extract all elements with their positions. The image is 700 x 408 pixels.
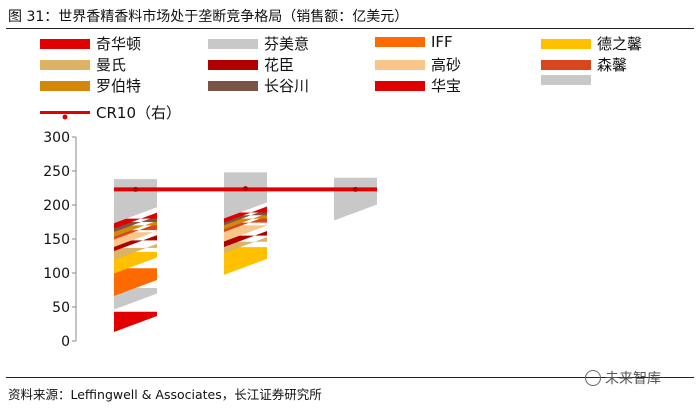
legend-item: 德之馨 <box>541 33 642 54</box>
legend-swatch <box>375 80 425 91</box>
legend-label: 高砂 <box>431 56 462 74</box>
bar-segment <box>114 268 157 296</box>
cr10-point <box>243 186 248 192</box>
bar-segment <box>224 206 267 223</box>
legend-swatch <box>541 38 591 49</box>
legend-swatch <box>208 80 258 91</box>
legend-swatch <box>40 59 90 70</box>
legend: 奇华顿 芬美意 IFF 德之馨曼氏 花臣 高砂 森馨罗伯特 长谷川 华宝 CR10（右） <box>0 0 700 130</box>
bar-segment <box>114 216 157 233</box>
bar-segment <box>224 225 267 242</box>
y-tick-label: 300 <box>43 130 70 146</box>
legend-label: CR10（右） <box>96 104 181 122</box>
y-tick-label: 0 <box>61 334 70 350</box>
bar-segment <box>114 212 157 229</box>
legend-swatch <box>541 75 591 85</box>
legend-label: 芬美意 <box>264 35 310 53</box>
bar-segment <box>114 235 157 252</box>
bar-segment <box>114 223 157 240</box>
bar-segment <box>224 209 267 226</box>
legend-label: 森馨 <box>597 56 628 74</box>
y-tick-label: 50 <box>52 300 70 316</box>
legend-item: 高砂 <box>375 54 461 75</box>
legend-item: 芬美意 <box>208 33 309 54</box>
legend-swatch <box>208 59 258 70</box>
legend-label: 长谷川 <box>264 77 310 95</box>
legend-item: 长谷川 <box>208 75 309 96</box>
bar-segment <box>224 237 267 254</box>
legend-label: 曼氏 <box>96 56 127 74</box>
chart-title: 图 31：世界香精香料市场处于垄断竞争格局（销售额：亿美元） <box>8 9 409 25</box>
legend-label: 花臣 <box>264 56 295 74</box>
bar-segment <box>114 220 157 237</box>
bar-segment <box>224 213 267 230</box>
legend-label: IFF <box>431 33 453 51</box>
bar-segment <box>114 243 157 260</box>
footer-divider <box>6 377 694 378</box>
watermark-text: 未来智库 <box>605 371 661 387</box>
legend-item <box>541 75 597 85</box>
legend-swatch <box>541 59 591 70</box>
bar-segment <box>114 311 157 332</box>
bar-segment <box>334 177 377 221</box>
chart: 0 50 100 150 200 250 300 <box>43 130 377 350</box>
legend-item: 花臣 <box>208 54 294 75</box>
bar-segment <box>114 251 157 274</box>
y-tick-label: 200 <box>43 198 70 214</box>
legend-item: 曼氏 <box>40 54 126 75</box>
legend-swatch <box>375 59 425 70</box>
wechat-icon <box>585 370 601 386</box>
legend-swatch <box>40 80 90 91</box>
bar-segment <box>114 287 157 310</box>
legend-swatch <box>208 38 258 49</box>
source-note: 资料来源：Leffingwell & Associates，长江证券研究所 <box>8 387 322 402</box>
watermark: 未来智库 <box>585 368 661 388</box>
legend-swatch <box>40 38 90 49</box>
bar-segment <box>224 247 267 275</box>
legend-swatch <box>40 107 90 119</box>
legend-label: 奇华顿 <box>96 35 142 53</box>
legend-item: 森馨 <box>541 54 627 75</box>
y-tick-label: 250 <box>43 164 70 180</box>
legend-label: 罗伯特 <box>96 77 142 95</box>
bar-segment <box>224 216 267 233</box>
legend-label: 德之馨 <box>597 35 643 53</box>
legend-item: 罗伯特 <box>40 75 141 96</box>
cr10-point <box>353 186 358 192</box>
legend-item: 华宝 <box>375 75 461 96</box>
legend-swatch <box>375 37 425 47</box>
bar-segment <box>224 231 267 247</box>
legend-item: IFF <box>375 33 453 51</box>
y-tick-label: 100 <box>43 266 70 282</box>
y-tick-label: 150 <box>43 232 70 248</box>
legend-item: CR10（右） <box>40 102 181 123</box>
title-divider <box>6 28 694 29</box>
bar-segment <box>224 172 267 219</box>
legend-item: 奇华顿 <box>40 33 141 54</box>
cr10-point <box>133 186 138 192</box>
legend-label: 华宝 <box>431 77 462 95</box>
